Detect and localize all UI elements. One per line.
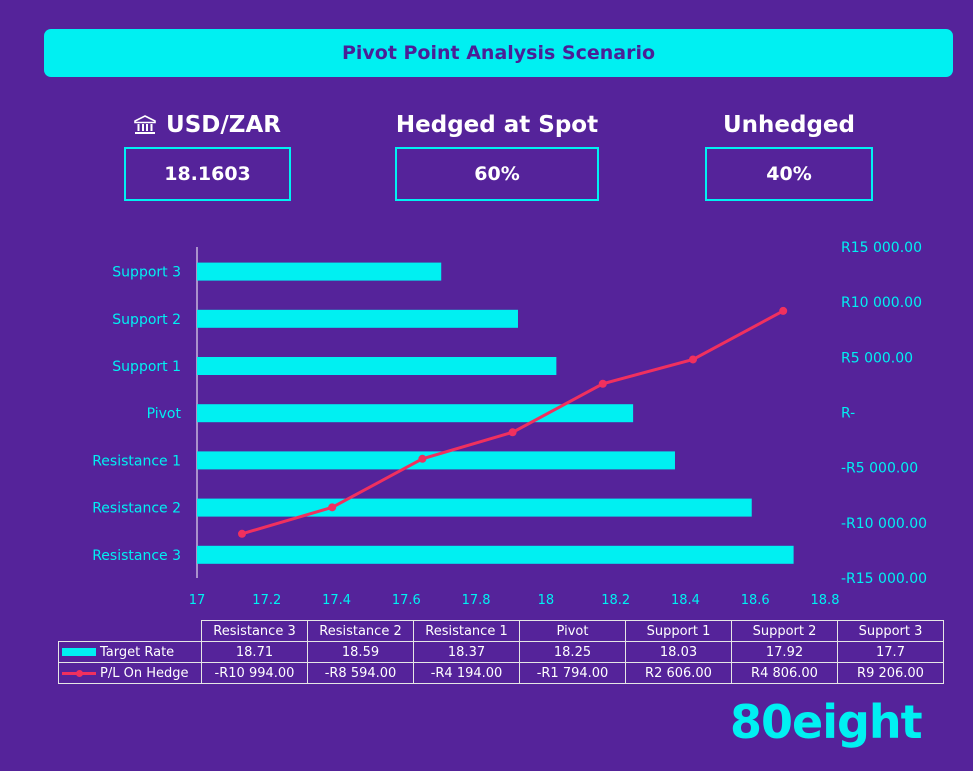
y2-tick-label: R-	[841, 406, 855, 422]
unhedged-value-box: 40%	[705, 147, 873, 201]
table-cell: 18.37	[413, 641, 520, 663]
table-header: Support 1	[625, 620, 732, 642]
x-tick-label: 18.2	[601, 593, 630, 608]
category-label: Support 3	[112, 265, 181, 281]
table-header-row: Resistance 3 Resistance 2 Resistance 1 P…	[58, 620, 944, 642]
brand-logo: 80eight	[730, 695, 923, 749]
table-cell: -R8 594.00	[307, 662, 414, 684]
table-corner	[58, 620, 202, 642]
x-tick-label: 18.8	[811, 593, 840, 608]
unhedged-label: Unhedged	[722, 112, 855, 138]
pl-point	[779, 306, 788, 315]
y2-tick-label: R15 000.00	[841, 240, 922, 256]
pl-point	[328, 503, 337, 512]
usd-zar-label: USD/ZAR	[125, 110, 290, 140]
x-tick-label: 17.2	[252, 593, 281, 608]
table-cell: 18.59	[307, 641, 414, 663]
x-tick-label: 18	[538, 593, 555, 608]
category-label: Pivot	[147, 406, 182, 422]
table-row-pl-on-hedge: P/L On Hedge -R10 994.00 -R8 594.00 -R4 …	[58, 662, 944, 684]
category-label: Support 1	[112, 359, 181, 375]
category-label: Resistance 1	[92, 453, 181, 469]
table-header: Support 2	[731, 620, 838, 642]
line-swatch-icon	[62, 668, 96, 678]
bar-swatch-icon	[62, 648, 96, 656]
table-cell: R2 606.00	[625, 662, 732, 684]
title-bar: Pivot Point Analysis Scenario	[44, 29, 953, 77]
x-tick-label: 17.4	[322, 593, 351, 608]
x-tick-label: 17.6	[392, 593, 421, 608]
pl-point	[238, 529, 246, 538]
table-cell: 17.7	[837, 641, 944, 663]
hedged-label: Hedged at Spot	[395, 112, 599, 138]
x-tick-label: 18.4	[671, 593, 700, 608]
hedged-value: 60%	[474, 163, 520, 185]
pl-point	[689, 355, 697, 364]
table-cell: -R1 794.00	[519, 662, 626, 684]
usd-zar-label-text: USD/ZAR	[166, 112, 281, 138]
table-cell: -R10 994.00	[201, 662, 308, 684]
bank-icon	[134, 115, 156, 134]
table-cell: R9 206.00	[837, 662, 944, 684]
y2-tick-label: -R10 000.00	[841, 516, 927, 532]
hedged-value-box: 60%	[395, 147, 599, 201]
pl-point	[508, 428, 517, 437]
table-header: Support 3	[837, 620, 944, 642]
bar	[197, 357, 557, 375]
bar	[197, 262, 442, 281]
legend-target-rate: Target Rate	[58, 641, 202, 663]
data-table: Resistance 3 Resistance 2 Resistance 1 P…	[58, 620, 944, 684]
usd-zar-value: 18.1603	[164, 163, 251, 185]
table-cell: 18.25	[519, 641, 626, 663]
category-label: Resistance 3	[92, 548, 181, 564]
pl-point	[598, 379, 607, 388]
bar	[197, 404, 634, 423]
legend-pl-on-hedge: P/L On Hedge	[58, 662, 202, 684]
table-cell: R4 806.00	[731, 662, 838, 684]
y2-tick-label: R10 000.00	[841, 295, 922, 311]
pl-point	[418, 454, 427, 463]
category-label: Resistance 2	[92, 501, 181, 517]
bar	[197, 309, 518, 328]
table-header: Resistance 3	[201, 620, 308, 642]
table-header: Resistance 2	[307, 620, 414, 642]
bar	[197, 498, 752, 517]
table-cell: 18.71	[201, 641, 308, 663]
category-label: Support 2	[112, 312, 181, 328]
usd-zar-value-box: 18.1603	[124, 147, 291, 201]
bar	[197, 545, 794, 564]
x-tick-label: 17.8	[462, 593, 491, 608]
pivot-chart: Support 3 Support 2 Support 1 Pivot Resistan…	[92, 240, 927, 608]
table-cell: -R4 194.00	[413, 662, 520, 684]
table-header: Resistance 1	[413, 620, 520, 642]
y2-tick-label: -R15 000.00	[841, 571, 927, 587]
unhedged-value: 40%	[766, 163, 812, 185]
table-header: Pivot	[519, 620, 626, 642]
table-row-target-rate: Target Rate 18.71 18.59 18.37 18.25 18.0…	[58, 641, 944, 663]
bar	[197, 451, 675, 470]
y2-tick-label: R5 000.00	[841, 350, 913, 366]
x-tick-label: 18.6	[741, 593, 770, 608]
x-tick-label: 17	[189, 593, 206, 608]
page-title: Pivot Point Analysis Scenario	[341, 42, 656, 64]
table-cell: 17.92	[731, 641, 838, 663]
y2-tick-label: -R5 000.00	[841, 461, 918, 477]
table-cell: 18.03	[625, 641, 732, 663]
